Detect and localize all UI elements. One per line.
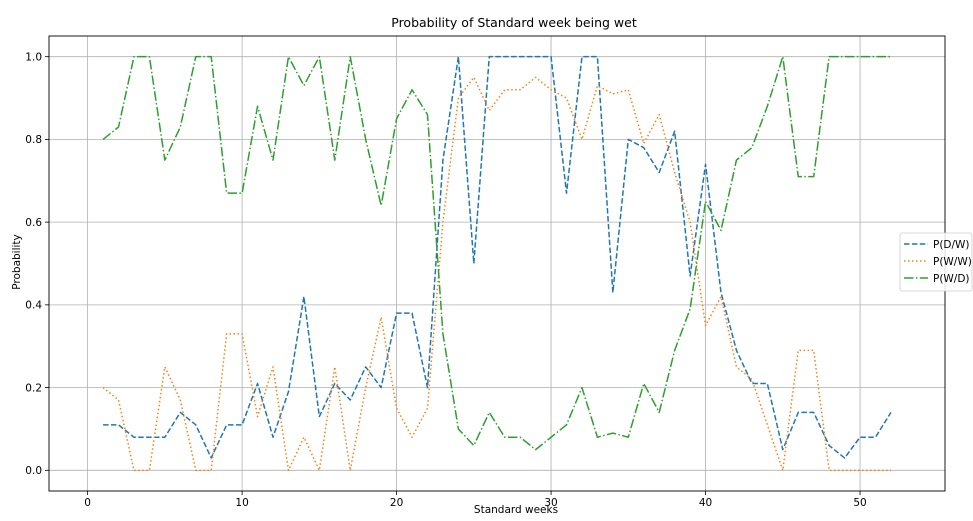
y-tick-label: 0.0 xyxy=(25,465,42,477)
plot-frame xyxy=(48,35,946,492)
x-tick-label: 30 xyxy=(544,497,557,509)
grid-lines xyxy=(49,36,945,491)
y-axis-label: Probability xyxy=(11,234,23,290)
y-tick-label: 0.8 xyxy=(25,134,42,146)
y-tick-label: 0.4 xyxy=(25,300,42,312)
series-line-2 xyxy=(102,76,891,472)
axis-ticks: 0 10 20 30 40 50 0.0 0.2 0.4 0.6 0.8 1.0 xyxy=(25,51,866,509)
chart-title: Probability of Standard week being wet xyxy=(391,15,637,30)
x-tick-label: 40 xyxy=(699,497,712,509)
x-tick-label: 10 xyxy=(235,497,248,509)
series-layer xyxy=(102,55,892,472)
x-tick-label: 20 xyxy=(390,497,403,509)
legend-label: P(W/W) xyxy=(933,256,972,268)
legend-label: P(W/D) xyxy=(933,273,970,285)
legend: P(D/W) P(W/W) P(W/D) xyxy=(899,232,973,292)
legend-label: P(D/W) xyxy=(933,239,970,251)
y-tick-label: 1.0 xyxy=(25,51,42,63)
x-tick-label: 50 xyxy=(853,497,866,509)
x-axis-label: Standard weeks xyxy=(474,504,558,516)
x-tick-label: 0 xyxy=(84,497,91,509)
y-tick-label: 0.2 xyxy=(25,382,42,394)
series-line-1 xyxy=(103,55,892,459)
series-line-3 xyxy=(102,55,891,451)
legend-box xyxy=(899,232,973,292)
y-tick-label: 0.6 xyxy=(25,217,42,229)
